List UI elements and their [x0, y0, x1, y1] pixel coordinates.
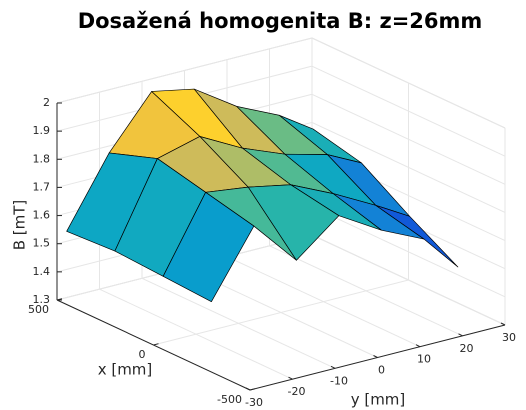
y-tick — [288, 376, 293, 380]
x-tick-label: 500 — [28, 303, 49, 316]
grid-line — [311, 234, 506, 326]
z-tick-label: 1.3 — [33, 293, 51, 306]
y-tick-label: -20 — [288, 385, 306, 398]
z-tick-label: 1.6 — [33, 209, 51, 222]
grid-line — [226, 256, 421, 348]
z-tick-label: 2 — [43, 96, 50, 109]
z-tick-label: 1.9 — [33, 124, 51, 137]
y-tick — [415, 344, 421, 348]
z-tick-label: 1.4 — [33, 265, 51, 278]
y-tick-label: 0 — [378, 364, 385, 377]
chart-title: Dosažená homogenita B: z=26mm — [78, 9, 483, 33]
y-tick-label: 20 — [460, 342, 474, 355]
grid-line — [99, 288, 293, 380]
y-tick-label: -10 — [330, 374, 348, 387]
x-tick-label: -500 — [217, 393, 242, 406]
x-tick — [56, 298, 63, 301]
grid-line — [141, 277, 336, 369]
z-tick-label: 1.8 — [33, 152, 51, 165]
y-tick — [373, 355, 378, 358]
y-tick — [458, 333, 463, 337]
y-axis-label: y [mm] — [351, 391, 406, 409]
x-tick — [249, 388, 256, 391]
y-tick — [500, 322, 506, 326]
surface-face — [162, 191, 255, 302]
z-tick-label: 1.7 — [33, 180, 51, 193]
y-tick-label: 30 — [502, 331, 516, 344]
y-tick — [330, 365, 336, 369]
y-tick-label: 10 — [417, 353, 431, 366]
x-tick-label: 0 — [139, 348, 146, 361]
x-tick — [153, 343, 159, 346]
y-tick-label: -30 — [245, 396, 263, 409]
y-tick — [245, 387, 251, 391]
z-axis-label: B [mT] — [11, 200, 29, 251]
z-tick-label: 1.5 — [33, 237, 51, 250]
x-axis-label: x [mm] — [98, 361, 153, 379]
grid-line — [269, 245, 463, 337]
